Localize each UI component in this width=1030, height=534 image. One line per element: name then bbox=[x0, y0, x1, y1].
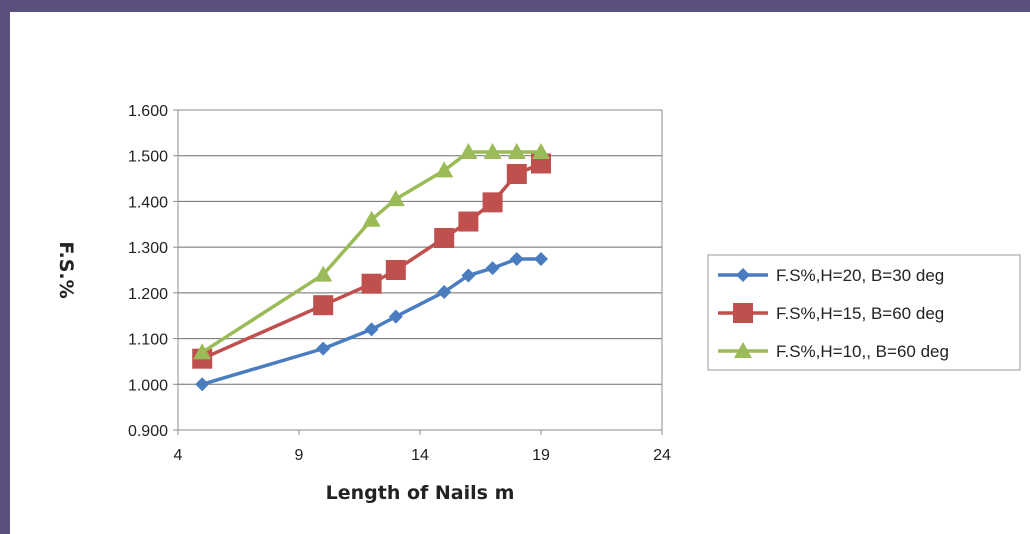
data-point bbox=[437, 284, 452, 299]
legend-marker bbox=[734, 342, 752, 358]
legend-label: F.S%,H=20, B=30 deg bbox=[776, 266, 944, 285]
series-1 bbox=[195, 252, 548, 392]
legend-marker bbox=[736, 268, 750, 282]
x-tick-label: 14 bbox=[411, 447, 429, 464]
y-tick-label: 1.000 bbox=[128, 377, 168, 394]
data-point bbox=[461, 268, 476, 283]
y-tick-label: 1.200 bbox=[128, 286, 168, 303]
series-line bbox=[201, 150, 541, 354]
series-group bbox=[192, 143, 551, 392]
data-point bbox=[314, 265, 333, 282]
data-point bbox=[482, 192, 503, 213]
data-point bbox=[485, 261, 500, 276]
data-point bbox=[364, 322, 379, 337]
data-point bbox=[362, 210, 381, 227]
frame-left-border bbox=[0, 0, 10, 534]
data-point bbox=[459, 143, 478, 160]
gridlines bbox=[178, 155, 662, 385]
x-axis-title: Length of Nails m bbox=[326, 482, 515, 504]
y-tick-label: 1.500 bbox=[128, 149, 168, 166]
x-tick-label: 24 bbox=[653, 447, 671, 464]
frame-top-border bbox=[0, 0, 1030, 12]
y-tick-label: 1.600 bbox=[128, 103, 168, 120]
series-3 bbox=[193, 143, 550, 360]
data-point bbox=[313, 295, 334, 316]
data-point bbox=[534, 252, 548, 267]
data-point bbox=[434, 228, 455, 248]
data-point bbox=[458, 211, 479, 232]
legend-entry: F.S%,H=20, B=30 deg bbox=[718, 266, 944, 285]
data-point bbox=[316, 341, 331, 356]
y-axis-title: F.S.% bbox=[55, 241, 77, 298]
legend-label: F.S%,H=15, B=60 deg bbox=[776, 304, 944, 323]
x-tick-label: 4 bbox=[174, 447, 183, 464]
data-point bbox=[507, 143, 526, 160]
y-tick-label: 1.400 bbox=[128, 194, 168, 211]
data-point bbox=[483, 143, 502, 160]
data-point bbox=[435, 161, 454, 178]
data-point bbox=[195, 377, 210, 392]
data-point bbox=[506, 164, 527, 184]
y-tick-label: 1.100 bbox=[128, 332, 168, 349]
data-point bbox=[385, 260, 406, 280]
plot-area-border bbox=[177, 109, 663, 431]
legend-entry: F.S%,H=15, B=60 deg bbox=[718, 303, 944, 323]
legend-marker bbox=[733, 303, 753, 323]
data-point bbox=[509, 252, 524, 267]
data-point bbox=[532, 143, 550, 160]
y-tick-label: 1.300 bbox=[128, 240, 168, 257]
x-tick-label: 9 bbox=[295, 447, 304, 464]
data-point bbox=[388, 309, 403, 324]
x-tick-label: 19 bbox=[532, 447, 550, 464]
data-point bbox=[386, 190, 405, 207]
axes: 0.900 1.000 1.100 1.200 1.300 1.400 1.500 1.600… bbox=[128, 103, 671, 464]
legend-entry: F.S%,H=10,, B=60 deg bbox=[718, 342, 949, 361]
data-point bbox=[361, 273, 382, 294]
legend: F.S%,H=20, B=30 deg F.S%,H=15, B=60 deg F.… bbox=[707, 254, 1021, 371]
y-tick-label: 0.900 bbox=[128, 423, 168, 440]
data-point bbox=[193, 343, 212, 360]
legend-label: F.S%,H=10,, B=60 deg bbox=[776, 342, 949, 361]
